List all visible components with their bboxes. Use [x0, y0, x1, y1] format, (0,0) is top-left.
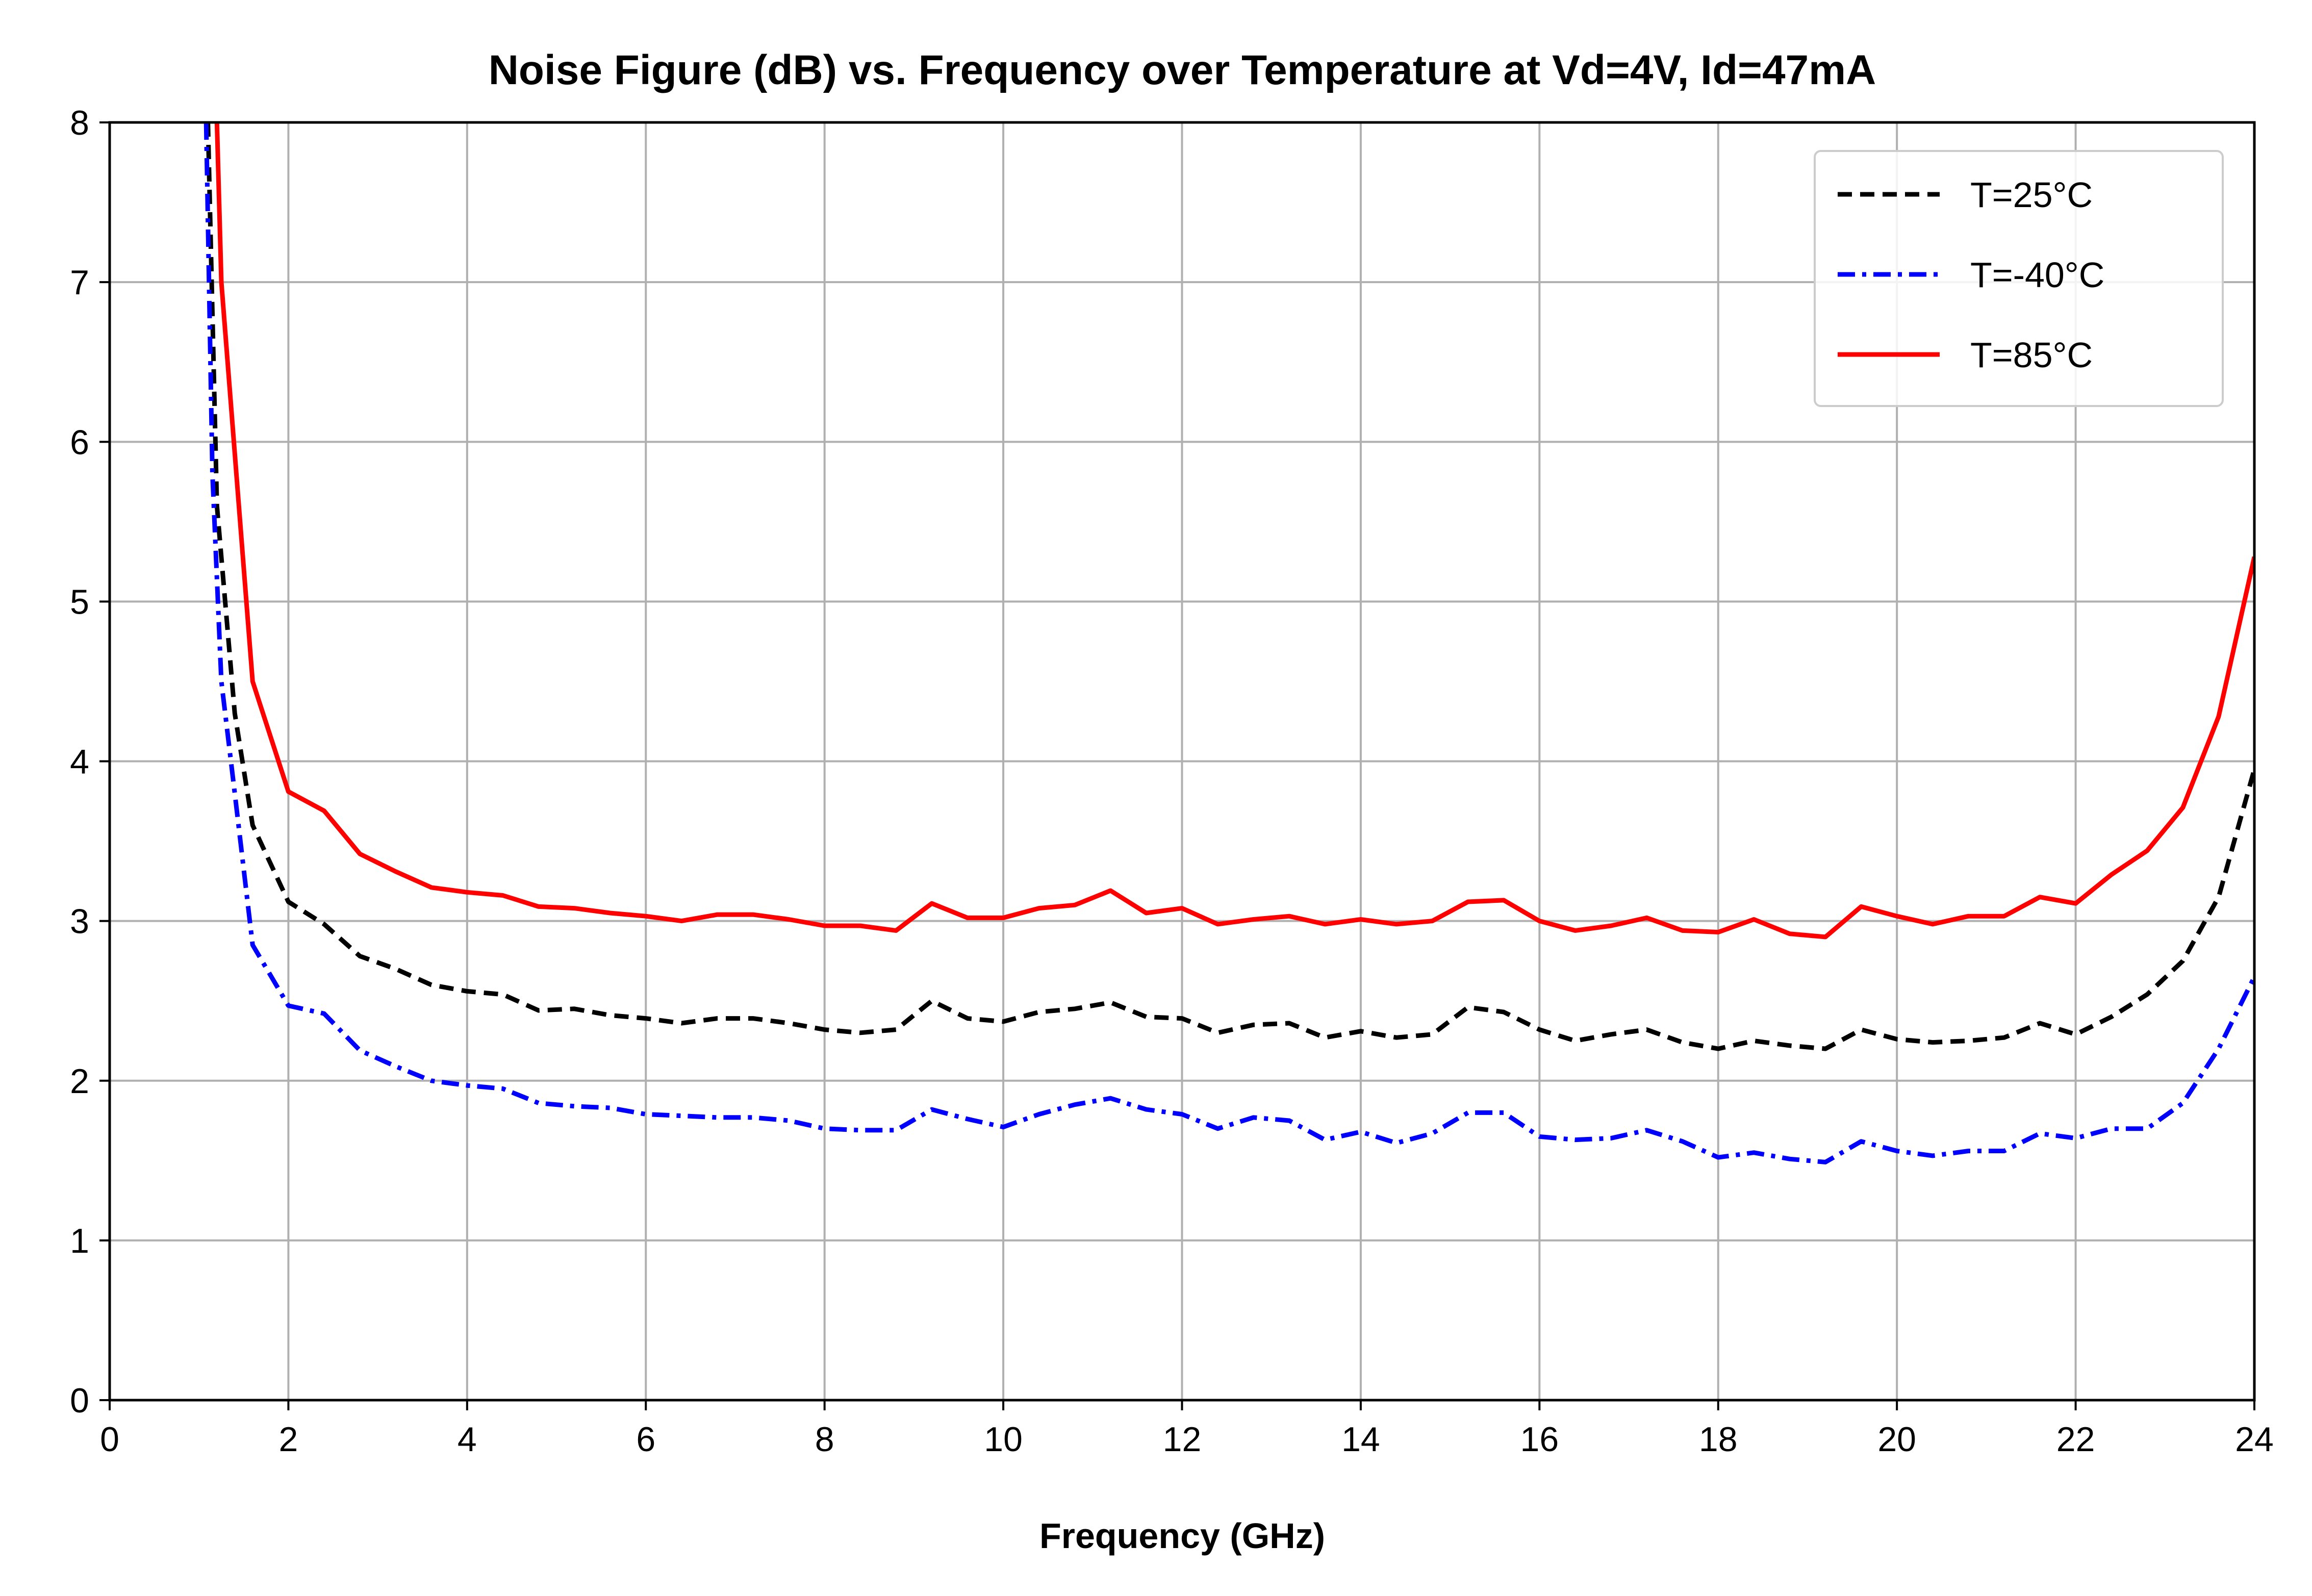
y-tick-label: 4: [70, 743, 89, 781]
x-tick-label: 22: [2056, 1420, 2095, 1459]
y-tick-label: 6: [70, 423, 89, 462]
x-tick-label: 8: [815, 1420, 834, 1459]
y-tick-label: 7: [70, 263, 89, 302]
legend: T=25°C T=-40°C T=85°C: [1814, 150, 2224, 407]
legend-label-1: T=-40°C: [1970, 255, 2104, 295]
x-tick-label: 10: [984, 1420, 1023, 1459]
series-line-2: [214, 122, 2254, 940]
x-tick-label: 4: [458, 1420, 477, 1459]
series-line-1: [204, 122, 2254, 1164]
chart-title: Noise Figure (dB) vs. Frequency over Tem…: [489, 47, 1876, 93]
x-tick-label: 2: [279, 1420, 298, 1459]
y-tick-label: 5: [70, 582, 89, 621]
y-tick-label: 0: [70, 1381, 89, 1420]
x-tick-label: 6: [636, 1420, 655, 1459]
x-tick-label: 24: [2235, 1420, 2274, 1459]
y-tick-label: 1: [70, 1222, 89, 1260]
y-tick-label: 3: [70, 902, 89, 941]
x-tick-label: 0: [100, 1420, 119, 1459]
x-tick-label: 16: [1520, 1420, 1559, 1459]
legend-box: [1814, 150, 2224, 407]
legend-label-0: T=25°C: [1970, 175, 2093, 215]
x-tick-label: 14: [1341, 1420, 1380, 1459]
x-tick-label: 12: [1163, 1420, 1202, 1459]
series-line-0: [206, 122, 2254, 1051]
y-tick-label: 2: [70, 1062, 89, 1101]
legend-label-2: T=85°C: [1970, 335, 2093, 375]
x-tick-label: 18: [1699, 1420, 1738, 1459]
series-layer: [204, 122, 2254, 1164]
y-tick-label: 8: [70, 104, 89, 142]
x-axis-label: Frequency (GHz): [1039, 1516, 1325, 1556]
x-tick-label: 20: [1877, 1420, 1916, 1459]
